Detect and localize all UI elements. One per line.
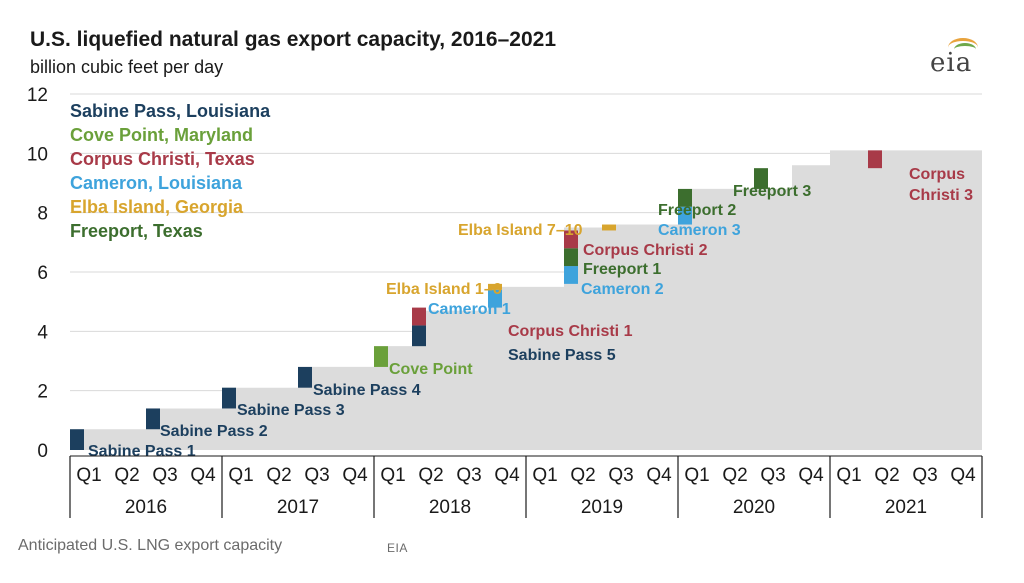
figure-caption: Anticipated U.S. LNG export capacity [18,537,283,554]
x-year-label: 2019 [581,497,623,518]
increment-bar [602,224,616,231]
increment-bar [222,387,236,409]
y-tick-label: 10 [27,144,48,165]
increment-bar [564,248,578,267]
increment-bar [488,289,502,308]
y-tick-label: 6 [37,263,48,284]
increment-label: Cameron 1 [428,301,511,318]
x-year-label: 2020 [733,497,775,518]
x-year-label: 2021 [885,497,927,518]
x-quarter-label: Q3 [760,465,785,486]
legend-entry: Cove Point, Maryland [70,125,253,145]
increment-label: Elba Island 1–6 [386,281,502,298]
x-quarter-label: Q2 [418,465,443,486]
increment-label: Freeport 1 [583,261,661,278]
x-quarter-label: Q4 [950,465,976,486]
increment-bar [412,307,426,326]
increment-bar [70,429,84,450]
eia-logo-icon: eia [930,34,990,84]
x-quarter-label: Q1 [532,465,557,486]
x-quarter-label: Q4 [190,465,216,486]
chart-y-unit: billion cubic feet per day [30,57,224,77]
increment-bar [146,408,160,430]
increment-bar [754,168,768,189]
increment-bar [412,325,426,347]
legend-entry: Cameron, Louisiana [70,173,243,193]
x-year-label: 2018 [429,497,471,518]
legend-entry: Sabine Pass, Louisiana [70,101,271,121]
y-tick-label: 12 [27,85,48,106]
x-quarter-label: Q2 [266,465,291,486]
y-tick-label: 8 [37,204,48,225]
y-tick-label: 4 [37,322,48,343]
x-quarter-label: Q1 [76,465,101,486]
increment-bar [298,366,312,388]
x-year-label: 2016 [125,497,167,518]
increment-label: Cove Point [389,361,473,378]
increment-label: Sabine Pass 2 [160,423,268,440]
increment-bar [564,230,578,249]
increment-label: Sabine Pass 5 [508,347,616,364]
increment-label: Corpus Christi 2 [583,242,708,259]
increment-label: Elba Island 7–10 [458,222,583,239]
increment-label: Corpus Christi 1 [508,323,633,340]
x-quarter-label: Q1 [684,465,709,486]
increment-bar [374,346,388,367]
increment-label: Cameron 3 [658,222,741,239]
figure-source: EIA [387,541,408,555]
x-quarter-label: Q3 [152,465,177,486]
increment-label: Cameron 2 [581,281,664,298]
x-quarter-label: Q3 [608,465,633,486]
x-quarter-label: Q3 [912,465,937,486]
x-quarter-label: Q2 [874,465,899,486]
chart-figure: U.S. liquefied natural gas export capaci… [8,12,1003,522]
increment-label: Freeport 2 [658,202,736,219]
legend-entry: Freeport, Texas [70,221,203,241]
x-quarter-label: Q1 [228,465,253,486]
y-tick-label: 2 [37,382,48,403]
x-quarter-label: Q4 [798,465,824,486]
increment-bar [488,283,502,290]
increment-bar [678,206,692,225]
x-quarter-label: Q1 [380,465,405,486]
x-quarter-label: Q2 [114,465,139,486]
total-capacity-area [70,150,982,450]
increment-label: Freeport 3 [733,183,811,200]
increment-bar [564,266,578,284]
increment-label: Sabine Pass 4 [313,382,421,399]
x-quarter-label: Q3 [304,465,329,486]
x-quarter-label: Q1 [836,465,861,486]
increment-bar [678,188,692,207]
x-quarter-label: Q2 [722,465,747,486]
x-quarter-label: Q2 [570,465,595,486]
x-quarter-label: Q4 [646,465,672,486]
x-year-label: 2017 [277,497,319,518]
increment-label: Sabine Pass 3 [237,402,345,419]
legend-entry: Elba Island, Georgia [70,197,244,217]
chart-title: U.S. liquefied natural gas export capaci… [30,28,557,51]
increment-label: Corpus Christi 3 [909,166,973,204]
x-quarter-label: Q4 [494,465,520,486]
increment-label: Sabine Pass 1 [88,443,196,460]
y-tick-label: 0 [37,441,48,462]
legend-entry: Corpus Christi, Texas [70,149,255,169]
chart-plot: 0 2 4 6 8 10 12 Sabine Pass 1 Sabine Pass 2 Sabin… [27,85,983,518]
eia-logo-text: eia [930,48,973,78]
x-quarter-label: Q3 [456,465,481,486]
x-quarter-label: Q4 [342,465,368,486]
increment-bar [868,150,882,169]
